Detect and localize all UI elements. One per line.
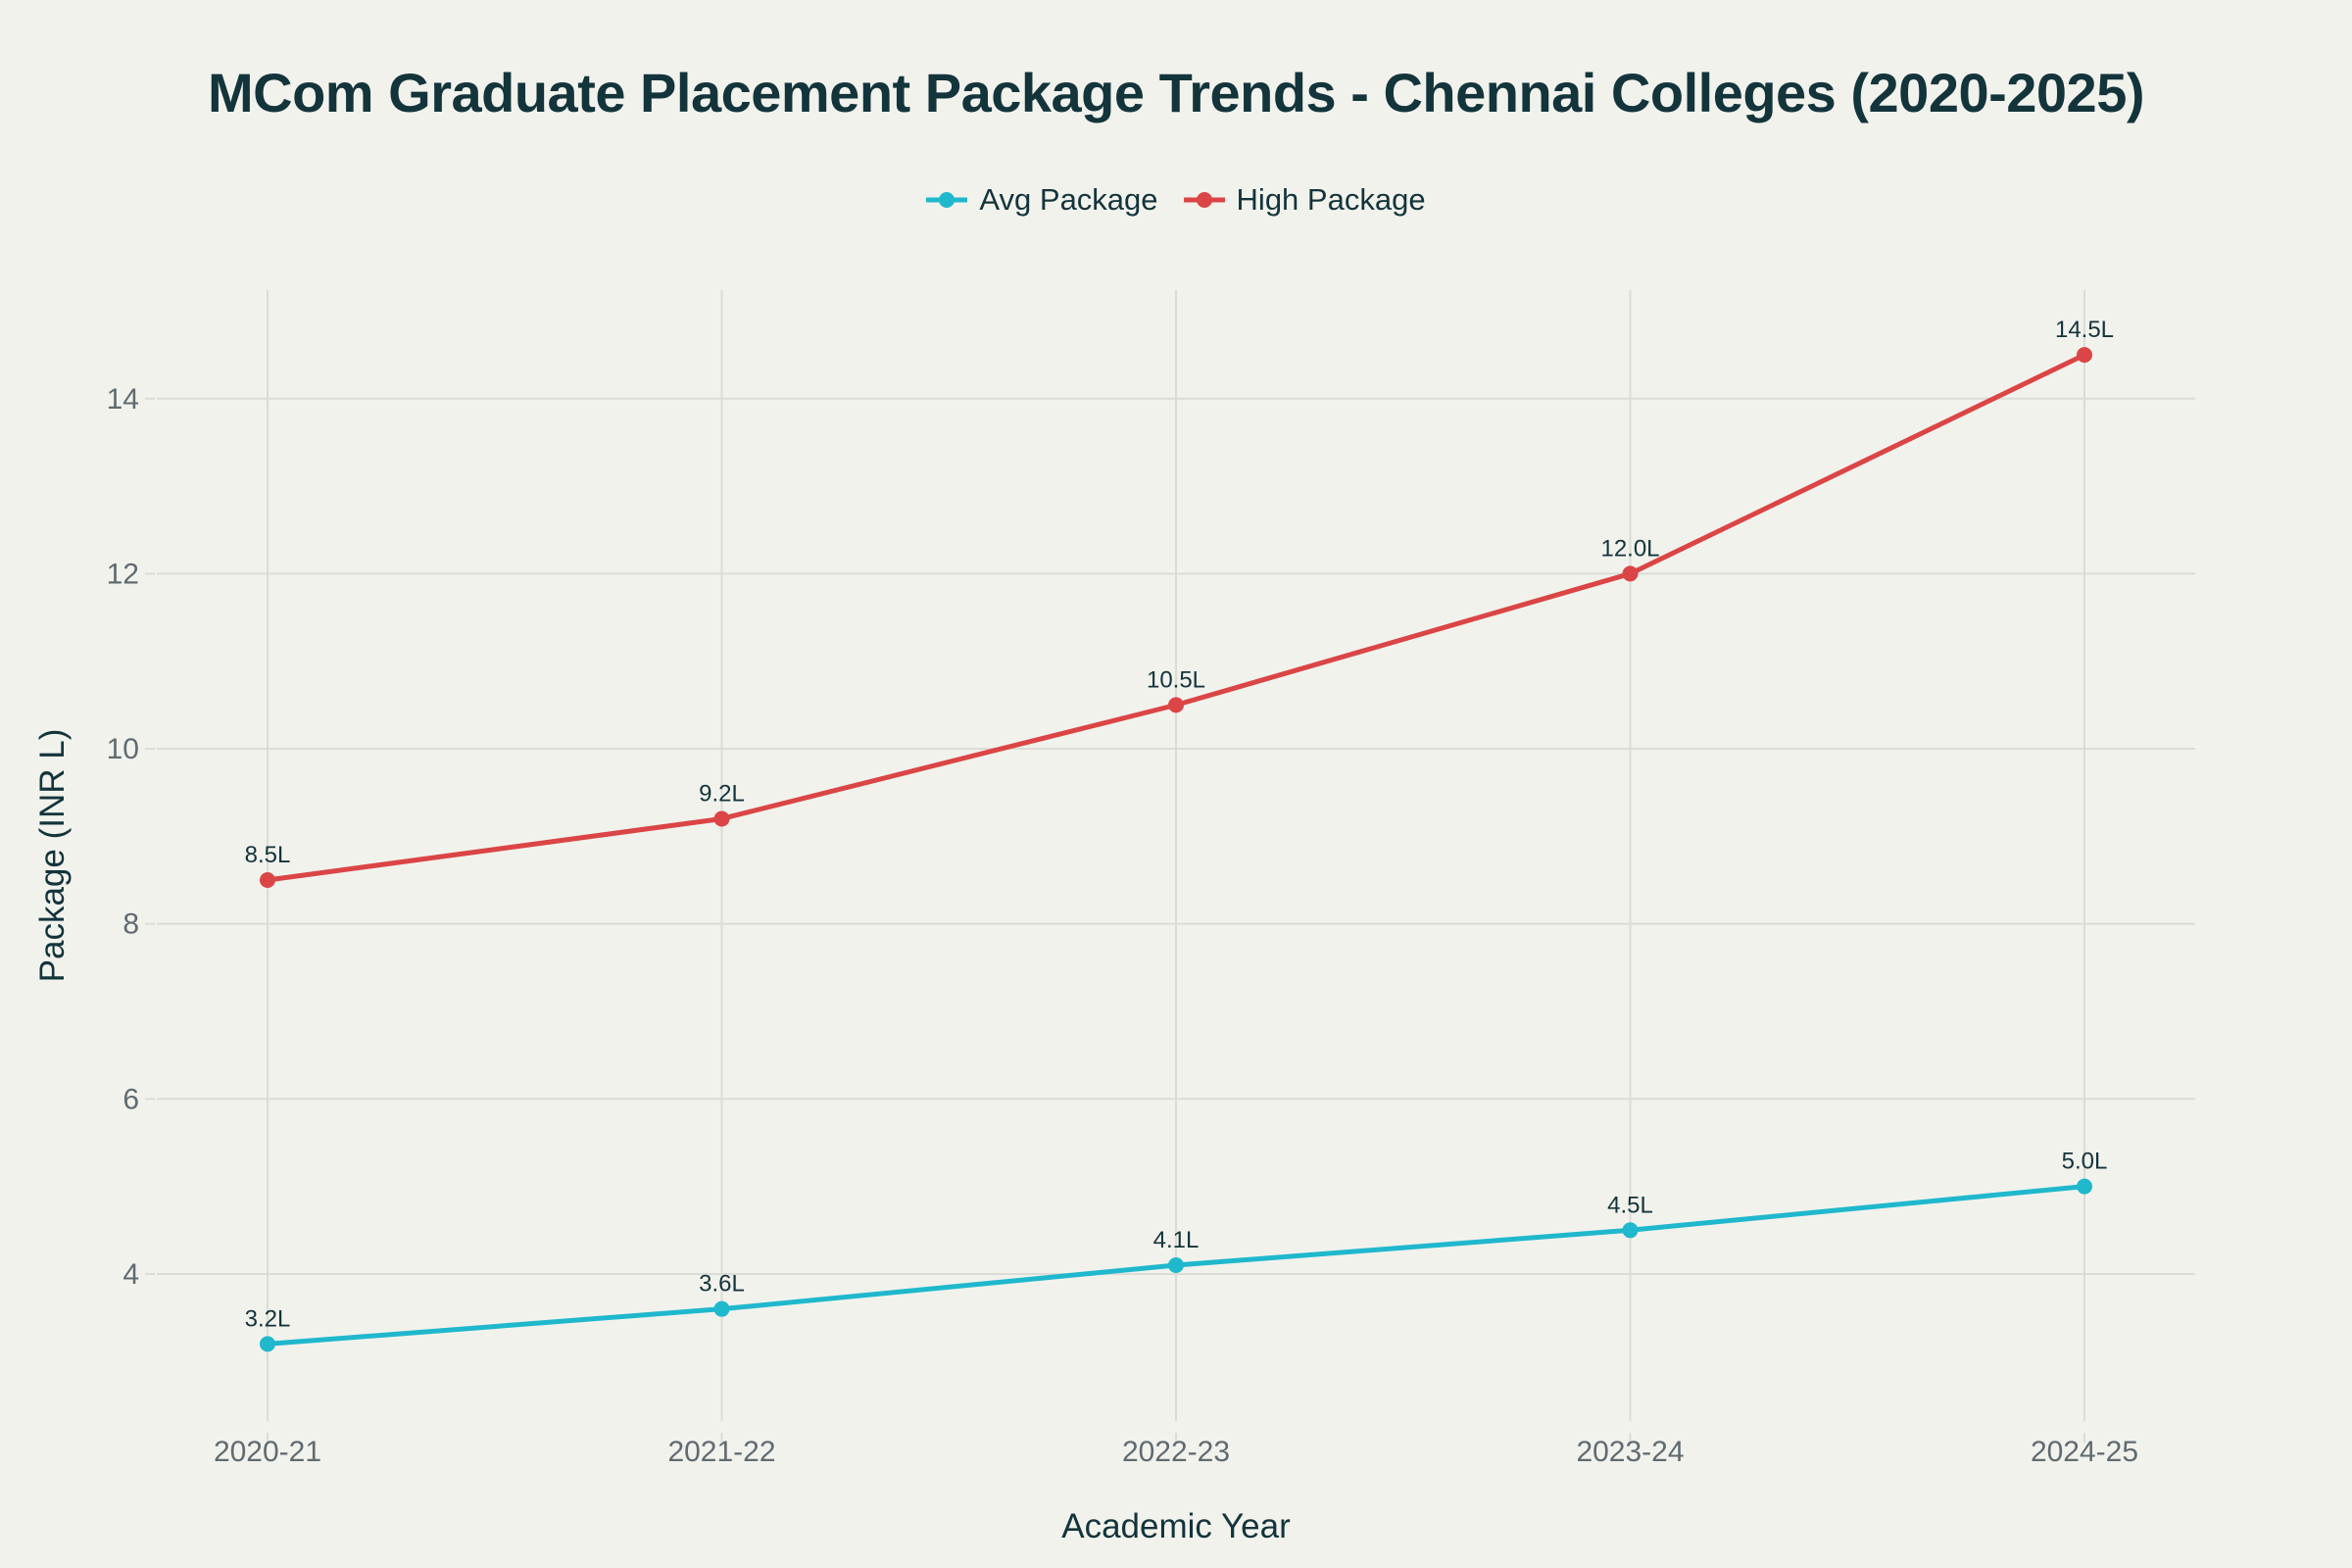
x-tick-label: 2024-25 [2031,1436,2138,1468]
data-label-avg-package: 3.6L [699,1271,745,1298]
legend-swatch-high-package [1183,192,1225,208]
data-point-avg-package[interactable] [1168,1257,1184,1274]
data-point-high-package[interactable] [260,872,275,889]
data-point-avg-package[interactable] [1622,1222,1639,1239]
data-label-avg-package: 5.0L [2062,1149,2108,1175]
data-point-high-package[interactable] [713,810,730,827]
x-axis-title: Academic Year [1061,1507,1291,1545]
y-tick-label: 12 [107,558,139,590]
data-point-avg-package[interactable] [260,1336,275,1352]
data-point-high-package[interactable] [1168,697,1184,713]
legend-swatch-avg-package [926,192,968,208]
data-point-avg-package[interactable] [2077,1178,2092,1195]
legend-item-high-package[interactable]: High Package [1183,182,1426,218]
chart-title: MCom Graduate Placement Package Trends -… [207,62,2145,123]
x-tick-label: 2020-21 [214,1436,321,1468]
y-tick-label: 4 [122,1258,139,1291]
gridlines [157,290,2195,1421]
data-labels: 3.2L 3.6L 4.1L 4.5L 5.0L 8.5L 9.2L 10.5L 12.0L 14… [245,317,2114,1332]
x-tick-label: 2022-23 [1122,1436,1230,1468]
x-tick-label: 2021-22 [667,1436,775,1468]
data-label-avg-package: 3.2L [245,1305,291,1332]
x-tick-label: 2023-24 [1576,1436,1684,1468]
data-label-high-package: 12.0L [1600,535,1659,562]
data-label-avg-package: 4.5L [1607,1192,1653,1218]
legend: Avg Package High Package [0,182,2352,218]
y-tick-label: 10 [107,733,139,765]
data-label-high-package: 9.2L [699,780,745,807]
data-point-avg-package[interactable] [713,1300,730,1317]
legend-label-high-package: High Package [1236,182,1426,217]
data-label-high-package: 14.5L [2055,317,2114,343]
y-axis-title: Package (INR L) [33,728,72,983]
y-tick-label: 8 [122,908,139,941]
y-tick-label: 6 [122,1083,139,1115]
data-point-high-package[interactable] [2077,347,2092,364]
axes: 4 6 8 10 12 14 2020-21 2021-22 2022-23 2023-24 202… [107,383,2138,1468]
series [260,347,2092,1352]
data-point-high-package[interactable] [1622,565,1639,582]
legend-label-avg-package: Avg Package [979,182,1158,217]
data-label-high-package: 8.5L [245,842,291,868]
data-label-avg-package: 4.1L [1153,1227,1200,1253]
y-tick-label: 14 [107,383,139,416]
data-label-high-package: 10.5L [1147,666,1205,693]
legend-item-avg-package[interactable]: Avg Package [926,182,1158,218]
